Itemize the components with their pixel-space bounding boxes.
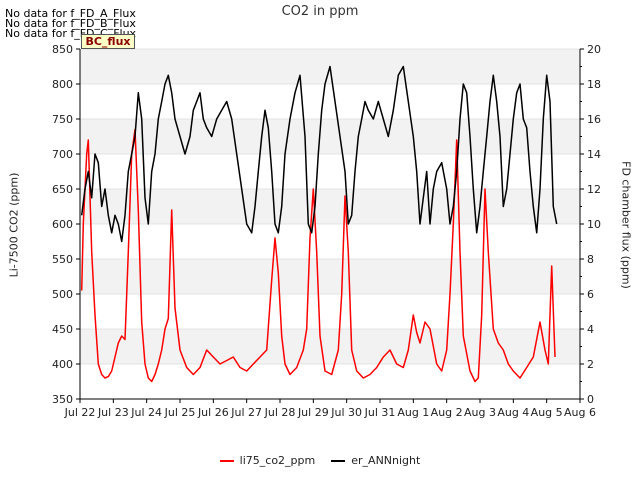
y-tick-label-left: 400 <box>52 358 73 371</box>
legend-label-li75: li75_co2_ppm <box>239 454 316 467</box>
legend-swatch-li75 <box>219 459 234 462</box>
y-tick-label-left: 700 <box>52 148 73 161</box>
y-tick-label-right: 4 <box>587 323 594 336</box>
plot-background-bands <box>80 48 580 400</box>
y-tick-label-left: 750 <box>52 113 73 126</box>
y-tick-label-right: 12 <box>587 183 601 196</box>
y-tick-label-left: 550 <box>52 253 73 266</box>
x-tick-label: Jul 26 <box>197 406 229 419</box>
bc-flux-annotation: BC_flux <box>81 34 135 49</box>
x-tick-label: Aug 3 <box>464 406 496 419</box>
x-tick-label: Jul 30 <box>330 406 362 419</box>
chart-title: CO2 in ppm <box>281 4 359 19</box>
y-tick-label-right: 16 <box>587 113 601 126</box>
axes: 350 400 450 500 550 600 650 700 750 800 850 0 2 4 6 8 10… <box>52 43 601 419</box>
legend-label-er-annnight: er_ANNnight <box>351 454 421 467</box>
y-tick-label-right: 18 <box>587 78 601 91</box>
legend: li75_co2_ppm er_ANNnight <box>0 454 640 467</box>
y-tick-label-left: 500 <box>52 288 73 301</box>
x-tick-label: Aug 4 <box>497 406 529 419</box>
x-tick-label: Jul 27 <box>230 406 262 419</box>
grid-band <box>80 329 580 364</box>
y-tick-label-right: 20 <box>587 43 601 56</box>
grid-band <box>80 259 580 294</box>
legend-swatch-er-annnight <box>331 459 346 462</box>
y-tick-label-right: 14 <box>587 148 601 161</box>
x-tick-label: Aug 5 <box>531 406 563 419</box>
series-line-er-annnight <box>80 65 558 243</box>
x-tick-label: Jul 23 <box>97 406 129 419</box>
x-tick-label: Jul 29 <box>297 406 329 419</box>
x-tick-label: Jul 31 <box>364 406 396 419</box>
x-tick-label: Jul 24 <box>130 406 162 419</box>
series-line-li75-co2-ppm <box>80 128 556 383</box>
legend-item-li75: li75_co2_ppm <box>219 454 316 467</box>
no-data-message-c: No data for f_FD_C_Flux <box>5 27 137 40</box>
y-axis-label-right: FD chamber flux (ppm) <box>619 161 633 289</box>
y-tick-label-left: 450 <box>52 323 73 336</box>
y-tick-label-left: 350 <box>52 393 73 406</box>
series-layer <box>80 65 558 383</box>
x-tick-label: Jul 25 <box>164 406 196 419</box>
y-tick-label-left: 600 <box>52 218 73 231</box>
y-tick-label-right: 10 <box>587 218 601 231</box>
no-data-message-a: No data for f_FD_A_Flux <box>5 7 136 20</box>
x-tick-label: Aug 1 <box>397 406 429 419</box>
y-tick-label-right: 0 <box>587 393 594 406</box>
y-axis-label-left: Li-7500 CO2 (ppm) <box>7 172 21 278</box>
no-data-message-b: No data for f_FD_B_Flux <box>5 17 136 30</box>
y-tick-label-left: 800 <box>52 78 73 91</box>
x-tick-label: Aug 2 <box>431 406 463 419</box>
y-tick-label-right: 6 <box>587 288 594 301</box>
y-tick-label-right: 8 <box>587 253 594 266</box>
grid-band <box>80 119 580 154</box>
x-tick-label: Jul 22 <box>64 406 96 419</box>
grid-band <box>80 189 580 224</box>
y-tick-label-right: 2 <box>587 358 594 371</box>
y-tick-label-left: 650 <box>52 183 73 196</box>
x-tick-label: Jul 28 <box>264 406 296 419</box>
legend-item-er-annnight: er_ANNnight <box>331 454 420 467</box>
x-tick-label: Aug 6 <box>564 406 596 419</box>
y-tick-label-left: 850 <box>52 43 73 56</box>
